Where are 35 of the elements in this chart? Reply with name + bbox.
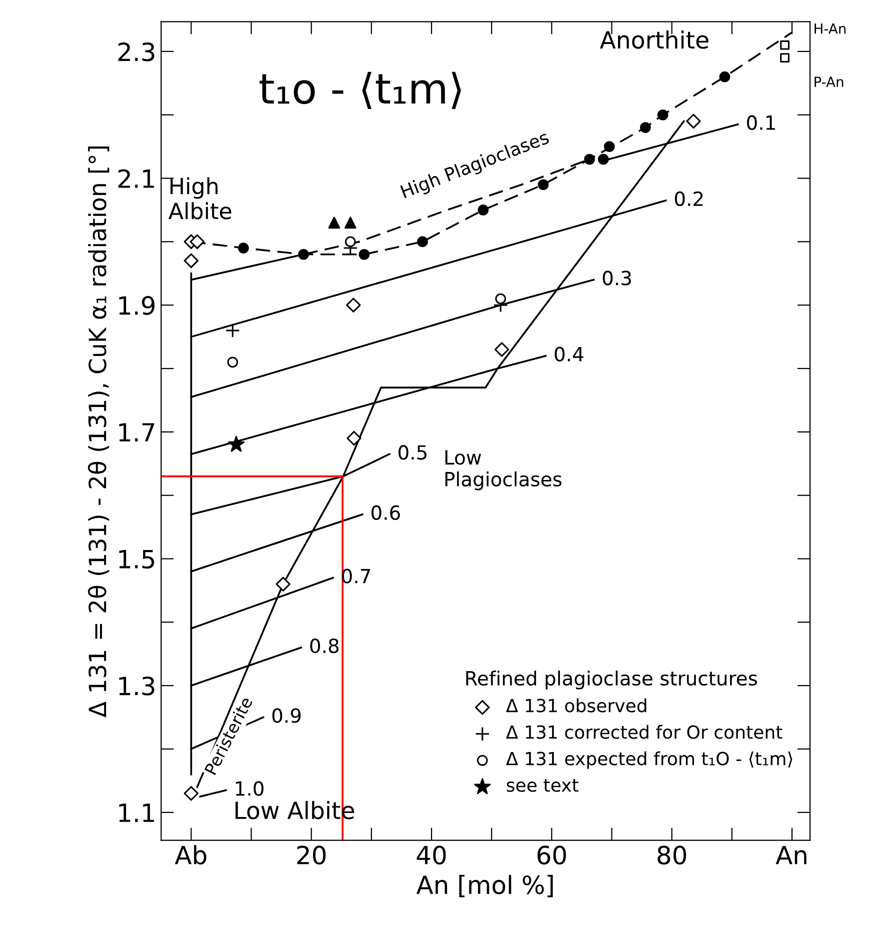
x-tick-label: 40	[416, 846, 446, 865]
x-tick-label: 60	[538, 846, 566, 865]
x-tick-label: An	[776, 846, 806, 864]
legend-label: Δ 131 observed	[506, 698, 646, 712]
annotation: 0.2	[674, 191, 703, 206]
legend-label: Δ 131 expected from t₁O - ⟨t₁m⟩	[506, 751, 792, 769]
y-tick-label: 1.9	[119, 296, 155, 315]
text: H-An	[814, 24, 846, 34]
y-tick-label: 1.7	[119, 423, 154, 442]
y-tick-label: 1.1	[119, 804, 154, 822]
annotation: 0.3	[602, 270, 631, 286]
y-axis-title: Δ 131 = 2θ (131) - 2θ (13̄1), CuK α₁ radiation [°]	[88, 146, 110, 718]
legend-title: Refined plagioclase structures	[466, 670, 757, 690]
x-tick-label: 80	[658, 846, 686, 865]
annotation: Anorthite	[600, 30, 708, 49]
y-tick-label: 2.3	[118, 42, 154, 62]
annotation: 0.8	[310, 638, 339, 654]
annotation: High Albite	[168, 177, 232, 220]
annotation: 0.5	[398, 445, 426, 460]
annotation: 0.6	[372, 505, 400, 520]
text: P-An	[814, 76, 844, 87]
annotation: Low Plagioclases	[445, 450, 562, 490]
x-tick-label: 20	[297, 846, 326, 865]
y-tick-label: 1.3	[119, 676, 154, 696]
legend-label: Δ 131 corrected for Or content	[506, 724, 782, 739]
y-tick-label: 1.5	[119, 550, 154, 569]
x-tick-label: Ab	[174, 845, 206, 865]
legend-label: see text	[506, 778, 578, 792]
annotation: 0.9	[272, 708, 301, 723]
annotation: 0.4	[554, 346, 584, 362]
y-tick-label: 2.1	[118, 169, 154, 188]
annotation: 0.1	[747, 115, 775, 130]
annotation: 1.0	[236, 781, 264, 796]
text: t₁o - ⟨t₁m⟩	[260, 72, 461, 110]
x-axis-title: An [mol %]	[416, 874, 553, 898]
